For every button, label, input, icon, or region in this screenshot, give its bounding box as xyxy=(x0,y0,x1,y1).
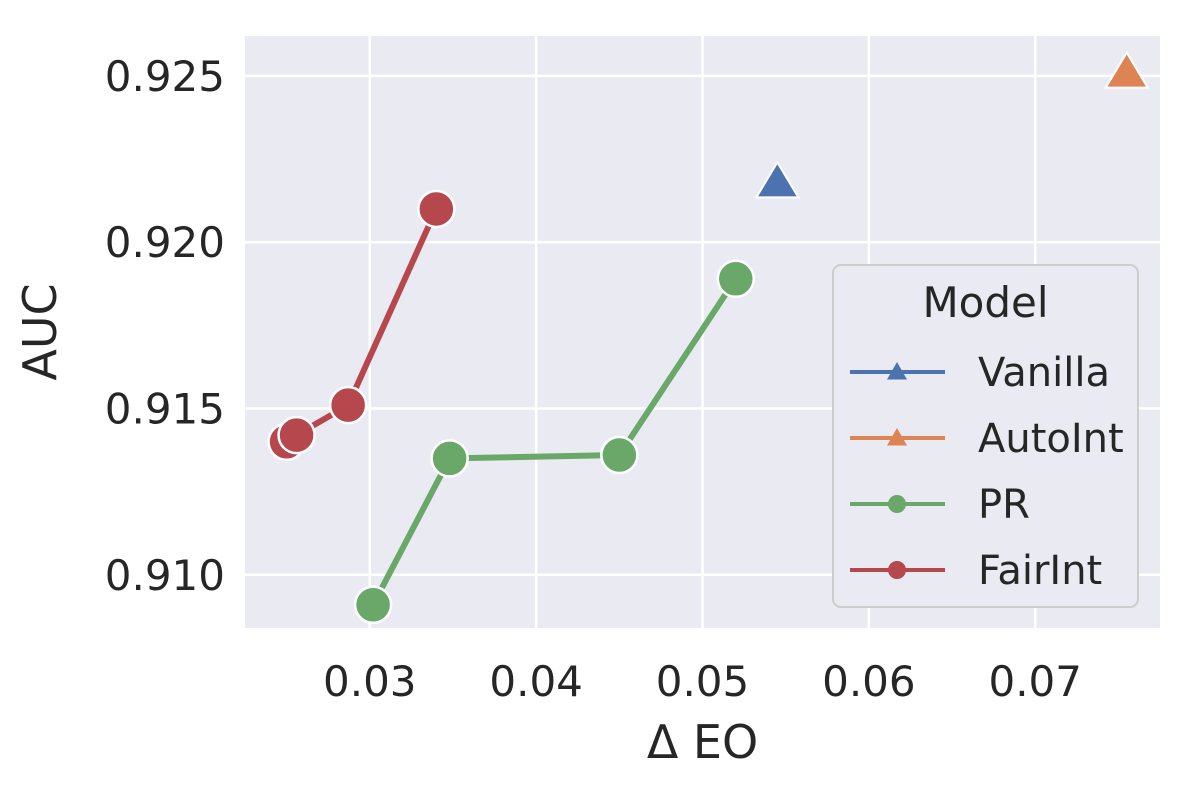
legend: Model Vanilla AutoInt PR FairInt xyxy=(832,264,1139,608)
series-autoint xyxy=(1103,50,1150,89)
data-point-fairint xyxy=(417,189,456,229)
y-tick-labels: 0.910 0.915 0.920 0.925 xyxy=(105,52,225,600)
legend-title: Model xyxy=(922,278,1048,327)
legend-marker-autoint xyxy=(887,428,907,446)
data-point-pr xyxy=(430,439,469,478)
x-tick-label: 0.07 xyxy=(988,657,1082,706)
legend-label-pr: PR xyxy=(978,482,1030,528)
legend-item-fairint: FairInt xyxy=(850,548,1102,594)
x-tick-label: 0.05 xyxy=(656,657,750,706)
x-tick-label: 0.04 xyxy=(489,657,583,706)
series-vanilla xyxy=(754,160,801,199)
series-fairint xyxy=(267,189,456,462)
legend-label-vanilla: Vanilla xyxy=(978,350,1110,396)
y-axis-label: AUC xyxy=(13,283,67,380)
data-point-pr xyxy=(353,585,393,624)
grid xyxy=(245,36,1160,628)
series-group xyxy=(267,50,1150,624)
legend-item-vanilla: Vanilla xyxy=(850,350,1110,396)
x-tick-label: 0.03 xyxy=(323,657,417,706)
legend-item-autoint: AutoInt xyxy=(850,416,1124,462)
data-point-fairint xyxy=(328,385,368,425)
x-axis-label: Δ EO xyxy=(647,715,758,769)
x-tick-label: 0.06 xyxy=(822,657,916,706)
series-line-pr xyxy=(370,277,739,607)
data-point-pr xyxy=(716,259,756,299)
y-tick-label: 0.915 xyxy=(105,384,225,433)
legend-box xyxy=(832,264,1139,608)
y-tick-label: 0.910 xyxy=(105,551,225,600)
legend-label-fairint: FairInt xyxy=(978,548,1102,594)
legend-marker-vanilla xyxy=(887,362,907,380)
y-tick-label: 0.920 xyxy=(105,218,225,267)
legend-marker-pr xyxy=(888,495,906,513)
legend-item-pr: PR xyxy=(850,482,1030,528)
data-point-autoint xyxy=(1103,50,1150,89)
legend-label-autoint: AutoInt xyxy=(978,416,1124,462)
x-tick-labels: 0.03 0.04 0.05 0.06 0.07 xyxy=(323,657,1082,706)
y-tick-label: 0.925 xyxy=(105,52,225,101)
series-pr xyxy=(353,259,756,624)
legend-marker-fairint xyxy=(888,561,906,579)
data-point-vanilla xyxy=(754,160,801,199)
data-point-fairint xyxy=(277,415,316,455)
data-point-pr xyxy=(600,435,639,475)
